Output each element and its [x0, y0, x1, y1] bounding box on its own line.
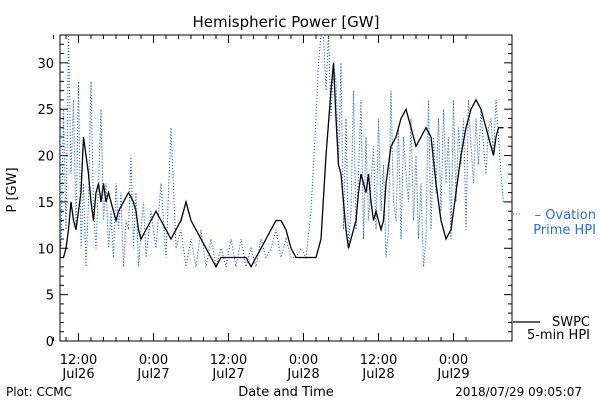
y-tick-label: 10 — [37, 242, 54, 257]
x-tick-date: Jul29 — [436, 367, 469, 382]
y-tick-label: 0 — [46, 335, 54, 350]
ovation-legend-label: – Ovation — [535, 208, 596, 223]
y-tick-label: 15 — [37, 196, 54, 211]
x-tick-date: Jul27 — [136, 367, 169, 382]
y-tick-label: 30 — [37, 57, 54, 72]
x-tick-time: 12:00 — [60, 353, 97, 368]
swpc-hpi-series-line — [60, 62, 504, 269]
x-tick-time: 12:00 — [210, 353, 247, 368]
chart-title: Hemispheric Power [GW] — [193, 13, 380, 31]
ovation-legend-label: Prime HPI — [533, 223, 596, 238]
x-tick-time: 12:00 — [360, 353, 397, 368]
y-tick-label: 20 — [37, 150, 54, 165]
x-axis: 12:00Jul260:00Jul2712:00Jul270:00Jul2812… — [53, 35, 470, 382]
plot-timestamp: 2018/07/29 09:05:07 — [455, 385, 582, 399]
y-tick-label: 25 — [37, 103, 54, 118]
x-tick-date: Jul27 — [211, 367, 244, 382]
x-tick-time: 0:00 — [139, 353, 168, 368]
x-axis-label: Date and Time — [238, 385, 334, 400]
swpc-legend-label: SWPC — [552, 315, 590, 330]
x-tick-date: Jul28 — [286, 367, 319, 382]
y-tick-label: 5 — [46, 289, 54, 304]
plot-area — [60, 35, 505, 269]
x-tick-time: 0:00 — [289, 353, 318, 368]
y-axis: 0 5 10 15 20 25 30 — [37, 34, 512, 350]
swpc-legend-label: 5-min HPI — [527, 328, 590, 343]
y-axis-label: P [GW] — [5, 167, 20, 212]
ovation-prime-series-line — [60, 35, 505, 267]
x-tick-date: Jul26 — [61, 367, 94, 382]
x-tick-date: Jul28 — [361, 367, 394, 382]
plot-credit: Plot: CCMC — [6, 385, 72, 399]
plot-frame — [59, 34, 513, 342]
x-tick-time: 0:00 — [439, 353, 468, 368]
